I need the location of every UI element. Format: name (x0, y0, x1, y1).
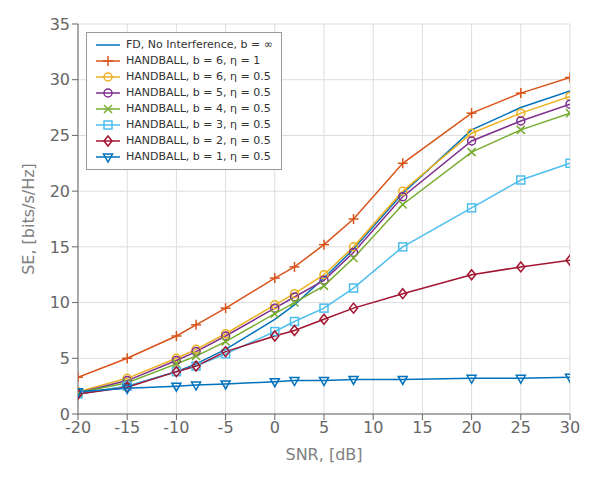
svg-text:15: 15 (50, 238, 70, 257)
svg-text:30: 30 (560, 418, 580, 437)
html-text:HANDBALL, b = 4, η = 0.5: HANDBALL, b = 4, η = 0.5 (126, 102, 271, 115)
html-text:HANDBALL, b = 2, η = 0.5: HANDBALL, b = 2, η = 0.5 (126, 134, 271, 147)
svg-text:15: 15 (412, 418, 432, 437)
svg-text:-15: -15 (114, 418, 140, 437)
html-text:HANDBALL, b = 1, η = 0.5: HANDBALL, b = 1, η = 0.5 (126, 150, 271, 163)
html-text:HANDBALL, b = 6, η = 1: HANDBALL, b = 6, η = 1 (126, 54, 261, 67)
svg-text:25: 25 (511, 418, 531, 437)
html-text:HANDBALL, b = 6, η = 0.5: HANDBALL, b = 6, η = 0.5 (126, 70, 271, 83)
svg-text:10: 10 (50, 293, 70, 312)
svg-text:25: 25 (50, 126, 70, 145)
svg-text:-20: -20 (64, 418, 92, 438)
svg-text:5: 5 (60, 349, 70, 368)
svg-text:SE, [bits/s/Hz]: SE, [bits/s/Hz] (19, 163, 38, 275)
svg-text:0: 0 (60, 405, 70, 424)
svg-text:-5: -5 (218, 418, 234, 437)
svg-text:20: 20 (50, 182, 70, 201)
svg-text:SNR, [dB]: SNR, [dB] (285, 445, 362, 464)
svg-text:35: 35 (50, 15, 70, 34)
svg-text:10: 10 (363, 418, 383, 437)
svg-text:5: 5 (319, 418, 329, 437)
html-text:HANDBALL, b = 5, η = 0.5: HANDBALL, b = 5, η = 0.5 (126, 86, 271, 99)
html-text:FD, No Interference, b = ∞: FD, No Interference, b = ∞ (126, 38, 273, 51)
svg-text:20: 20 (461, 418, 481, 437)
html-text:HANDBALL, b = 3, η = 0.5: HANDBALL, b = 3, η = 0.5 (126, 118, 271, 131)
svg-text:-10: -10 (163, 418, 189, 437)
svg-text:0: 0 (270, 418, 280, 437)
svg-text:30: 30 (50, 70, 70, 89)
